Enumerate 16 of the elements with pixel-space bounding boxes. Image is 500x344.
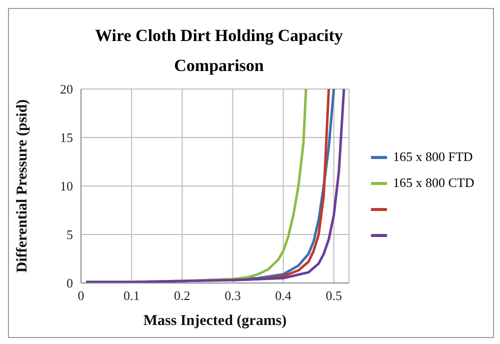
y-tick-label: 5 xyxy=(66,227,73,242)
y-tick-label: 15 xyxy=(60,130,73,146)
y-tick-label: 10 xyxy=(60,178,73,194)
chart-title: Wire Cloth Dirt Holding Capacity Comparison xyxy=(94,25,344,77)
x-tick-label: 0.5 xyxy=(326,288,342,304)
x-axis-title: Mass Injected (grams) xyxy=(143,313,287,329)
legend-label: 165 x 800 CTD xyxy=(393,175,474,191)
x-tick-label: 0.1 xyxy=(123,288,140,304)
x-tick-label: 0.4 xyxy=(275,288,292,304)
x-tick-label: 0.2 xyxy=(174,288,190,304)
y-tick-label: 20 xyxy=(60,82,73,97)
legend-label: 165 x 800 FTD xyxy=(393,149,473,165)
y-tick-label: 0 xyxy=(66,276,73,291)
x-tick-label: 0 xyxy=(78,288,84,304)
y-axis-title: Differential Pressure (psid) xyxy=(14,99,30,273)
x-tick-label: 0.3 xyxy=(224,288,241,304)
